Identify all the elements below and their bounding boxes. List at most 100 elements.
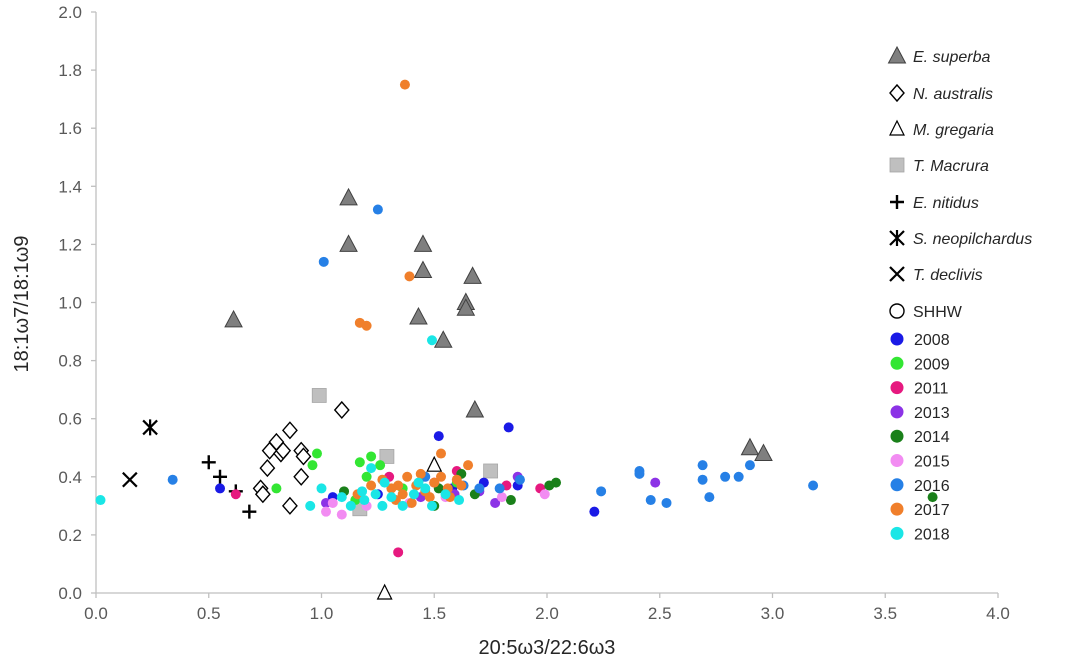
- data-point: [503, 422, 514, 433]
- data-point: [645, 495, 656, 506]
- data-point: [311, 448, 322, 459]
- series-t-declivis: [122, 471, 138, 488]
- legend-label: 2013: [914, 405, 950, 422]
- data-point: [95, 495, 106, 506]
- data-point: [744, 460, 755, 471]
- data-point: [463, 460, 474, 471]
- y-tick-label: 0.2: [58, 526, 82, 545]
- data-point: [494, 483, 505, 494]
- data-point: [327, 497, 338, 508]
- data-point: [413, 260, 433, 279]
- data-point: [496, 492, 507, 503]
- legend-item: M. gregaria: [889, 119, 994, 139]
- legend-marker: [890, 478, 904, 492]
- data-point: [386, 492, 397, 503]
- legend-label: 2017: [914, 502, 950, 519]
- y-tick-label: 1.6: [58, 119, 82, 138]
- data-point: [720, 471, 731, 482]
- data-point: [357, 486, 368, 497]
- x-tick-label: 0.5: [197, 604, 221, 623]
- legend-label: T. Macrura: [913, 158, 989, 175]
- series-s-neopilchardus: [142, 419, 158, 436]
- data-point: [514, 474, 525, 485]
- data-point: [281, 421, 298, 440]
- data-point: [316, 483, 327, 494]
- data-point: [404, 271, 415, 282]
- data-point: [402, 471, 413, 482]
- legend-item: S. neopilchardus: [889, 230, 1032, 248]
- legend-item: 2016: [890, 478, 950, 495]
- series-2017: [352, 79, 474, 508]
- data-point: [375, 460, 386, 471]
- x-tick-label: 4.0: [986, 604, 1010, 623]
- y-tick-label: 0.4: [58, 468, 82, 487]
- legend-item: E. superba: [887, 45, 990, 66]
- data-point: [596, 486, 607, 497]
- data-point: [366, 480, 377, 491]
- data-point: [318, 256, 329, 267]
- legend-item: 2013: [890, 405, 950, 422]
- data-point: [490, 497, 501, 508]
- data-point: [254, 485, 271, 504]
- data-point: [372, 204, 383, 215]
- data-point: [463, 266, 482, 284]
- legend-marker: [890, 195, 904, 209]
- data-point: [551, 477, 562, 488]
- axes: [95, 12, 998, 594]
- legend-label: T. declivis: [913, 267, 983, 284]
- legend-item: N. australis: [889, 83, 993, 103]
- data-point: [429, 477, 440, 488]
- data-point: [379, 477, 390, 488]
- legend-item: 2015: [890, 454, 950, 471]
- legend-label: 2009: [914, 356, 950, 373]
- data-point: [733, 471, 744, 482]
- data-point: [697, 460, 708, 471]
- legend-item: 2014: [890, 429, 950, 446]
- legend-label: M. gregaria: [913, 122, 994, 139]
- data-points: [95, 79, 938, 600]
- legend-label: E. superba: [913, 49, 990, 66]
- legend-item: 2018: [890, 526, 950, 543]
- data-point: [661, 497, 672, 508]
- data-point: [483, 463, 499, 479]
- y-tick-label: 1.0: [58, 294, 82, 313]
- legend-item: 2011: [890, 381, 949, 398]
- x-axis-ticks: 0.0 0.5 1.0 1.5 2.0 2.5 3.0 3.5 4.0: [84, 593, 1010, 623]
- data-point: [420, 483, 431, 494]
- data-point: [370, 489, 381, 500]
- data-point: [366, 451, 377, 462]
- y-axis-title: 18:1ω7/18:1ω9: [11, 236, 33, 373]
- data-point: [465, 399, 485, 418]
- legend-label: 2015: [914, 454, 950, 471]
- data-point: [440, 489, 451, 500]
- data-point: [754, 443, 773, 462]
- data-point: [456, 298, 476, 316]
- series-2018: [95, 335, 465, 511]
- x-tick-label: 2.0: [535, 604, 559, 623]
- legend-label: 2008: [914, 332, 950, 349]
- data-point: [697, 474, 708, 485]
- data-point: [376, 583, 393, 600]
- data-point: [354, 457, 365, 468]
- legend-item: 2009: [890, 356, 950, 373]
- x-axis-title: 20:5ω3/22:6ω3: [479, 637, 616, 659]
- legend-marker: [890, 526, 904, 540]
- data-point: [321, 506, 332, 517]
- data-point: [366, 463, 377, 474]
- data-point: [424, 492, 435, 503]
- series-e-nitidus: [201, 455, 257, 519]
- legend-marker: [890, 405, 904, 419]
- data-point: [454, 495, 465, 506]
- legend-item: 2008: [890, 332, 950, 349]
- data-point: [339, 187, 358, 206]
- data-point: [927, 492, 938, 503]
- data-point: [345, 500, 356, 511]
- x-tick-label: 0.0: [84, 604, 108, 623]
- data-point: [474, 483, 485, 494]
- series-e-superba: [224, 187, 773, 462]
- legend-marker: [889, 83, 905, 103]
- series-2016: [167, 204, 819, 508]
- legend-item: E. nitidus: [890, 195, 979, 212]
- data-point: [415, 468, 426, 479]
- legend-item: SHHW: [889, 303, 963, 321]
